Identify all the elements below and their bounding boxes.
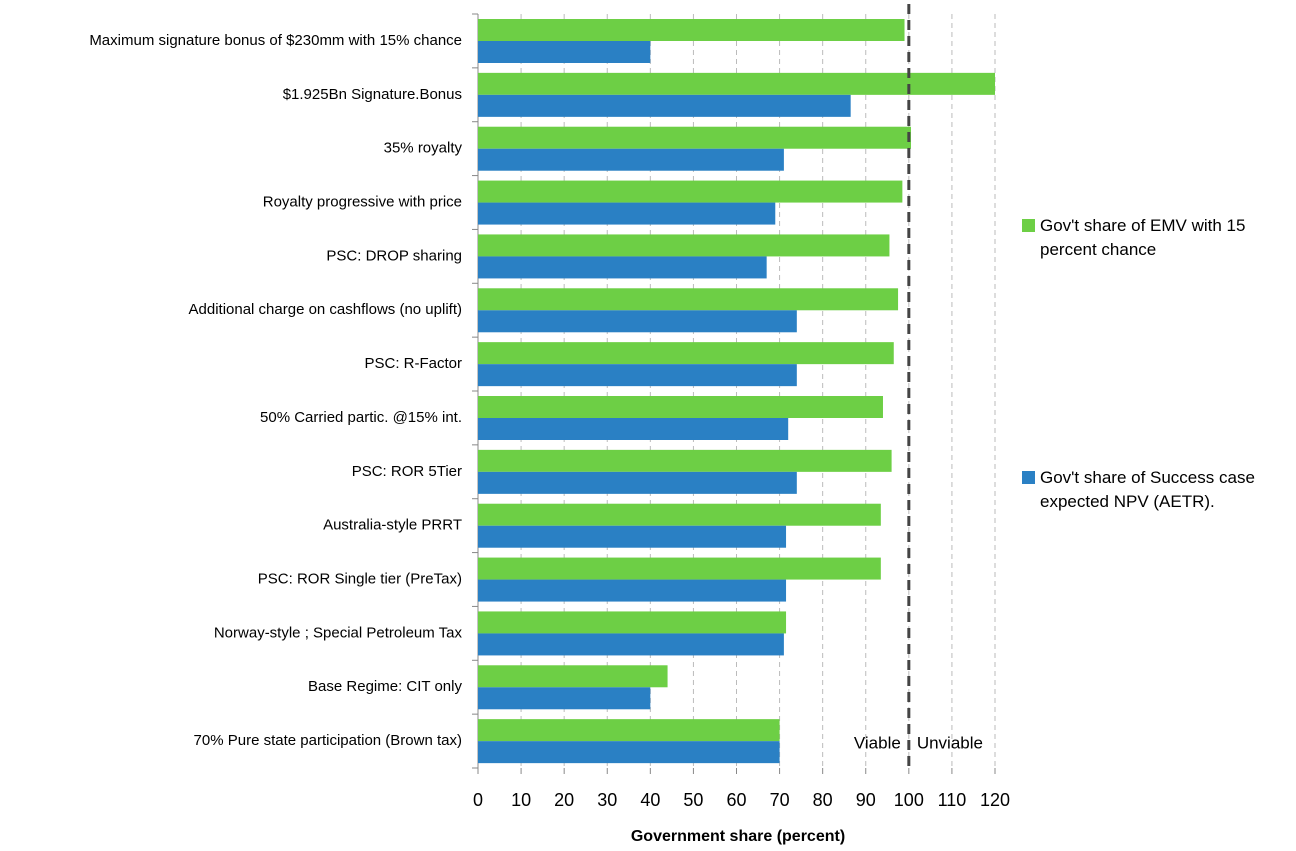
x-tick-label: 40 (640, 790, 660, 810)
x-tick-label: 30 (597, 790, 617, 810)
bar (478, 525, 787, 548)
y-tick-label: Royalty progressive with price (263, 193, 462, 210)
annotation: Viable (854, 733, 901, 752)
bar (478, 741, 780, 764)
y-tick-label: Australia-style PRRT (323, 517, 462, 534)
bar (478, 471, 797, 494)
y-tick-label: 50% Carried partic. @15% int. (260, 409, 462, 426)
bar (478, 719, 780, 742)
y-tick-label: Maximum signature bonus of $230mm with 1… (89, 32, 462, 49)
y-tick-label: Base Regime: CIT only (308, 678, 462, 695)
legend-label: Gov't share of Success case expected NPV… (1040, 468, 1255, 511)
x-tick-label: 10 (511, 790, 531, 810)
y-tick-label: 70% Pure state participation (Brown tax) (194, 732, 462, 749)
x-tick-label: 0 (473, 790, 483, 810)
legend-item: Gov't share of Success case expected NPV… (1022, 466, 1282, 514)
bar (478, 72, 995, 95)
bar (478, 557, 881, 580)
legend-swatch (1022, 471, 1035, 484)
y-tick-label: PSC: ROR Single tier (PreTax) (258, 570, 462, 587)
bar (478, 449, 892, 472)
annotation: Unviable (917, 733, 983, 752)
x-tick-label: 60 (726, 790, 746, 810)
bar (478, 342, 894, 365)
x-tick-label: 70 (770, 790, 790, 810)
bar (478, 579, 787, 602)
x-tick-label: 50 (683, 790, 703, 810)
y-tick-label: $1.925Bn Signature.Bonus (283, 86, 462, 103)
x-axis-title: Government share (percent) (631, 828, 845, 845)
x-tick-label: 100 (894, 790, 924, 810)
bar (478, 234, 890, 257)
legend-item: Gov't share of EMV with 15 percent chanc… (1022, 214, 1282, 262)
y-tick-label: Norway-style ; Special Petroleum Tax (214, 624, 463, 641)
x-tick-label: 120 (980, 790, 1010, 810)
y-tick-label: PSC: DROP sharing (326, 247, 462, 264)
bar (478, 418, 789, 440)
bar (478, 19, 905, 41)
bar (478, 665, 668, 688)
bar (478, 396, 883, 418)
bar (478, 202, 776, 225)
y-tick-label: PSC: R-Factor (364, 355, 462, 372)
bar (478, 41, 651, 63)
x-tick-label: 90 (856, 790, 876, 810)
bar (478, 180, 903, 203)
bar (478, 611, 787, 634)
bar (478, 148, 784, 171)
bar (478, 687, 651, 710)
bar (478, 126, 911, 149)
bar (478, 310, 797, 333)
bar (478, 288, 899, 311)
bar (478, 633, 784, 656)
legend-label: Gov't share of EMV with 15 percent chanc… (1040, 216, 1246, 259)
legend-swatch (1022, 219, 1035, 232)
x-tick-label: 80 (813, 790, 833, 810)
x-tick-label: 110 (938, 790, 967, 810)
y-tick-label: PSC: ROR 5Tier (352, 463, 462, 480)
y-tick-label: Additional charge on cashflows (no uplif… (189, 301, 463, 318)
bar (478, 364, 797, 387)
bar (478, 256, 767, 279)
x-tick-label: 20 (554, 790, 574, 810)
y-tick-label: 35% royalty (384, 140, 463, 157)
bar (478, 503, 881, 526)
bar (478, 94, 851, 117)
